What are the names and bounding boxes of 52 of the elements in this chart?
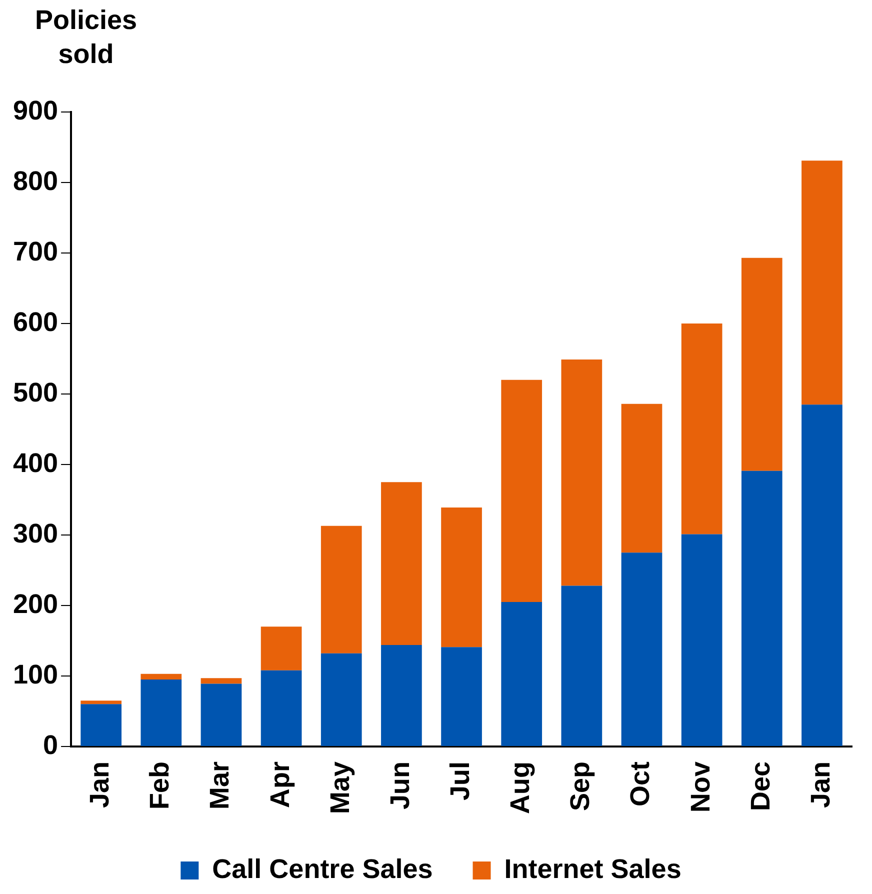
- bar: [200, 678, 242, 684]
- x-tick-label: Feb: [144, 761, 175, 810]
- bar: [441, 647, 482, 746]
- y-tick-label: 0: [43, 730, 58, 760]
- x-tick-label: Mar: [204, 760, 235, 810]
- y-axis-title: Policies sold: [34, 4, 138, 69]
- bar: [80, 700, 122, 704]
- x-tick-label: Aug: [505, 761, 536, 814]
- bar: [260, 626, 302, 670]
- y-tick-label: 200: [12, 588, 58, 619]
- y-tick-label: 800: [12, 166, 58, 196]
- bar: [80, 704, 122, 746]
- bar: [621, 404, 662, 553]
- x-tick-label: Sep: [565, 761, 596, 812]
- y-tick-label: 500: [12, 377, 58, 408]
- bar: [802, 404, 842, 746]
- x-tick-label: Jan: [805, 761, 836, 808]
- bar: [681, 323, 722, 534]
- bar: [501, 602, 542, 746]
- legend-label: Call Centre Sales: [212, 854, 433, 884]
- x-tick-label: Jun: [384, 761, 415, 810]
- x-tick-label: Jan: [84, 761, 115, 808]
- y-tick-label: 300: [12, 518, 58, 548]
- bar: [741, 258, 782, 471]
- bar: [501, 380, 542, 602]
- x-tick-label: Nov: [685, 761, 716, 812]
- bar: [621, 552, 662, 746]
- x-tick-label: Jul: [444, 761, 475, 800]
- bar: [140, 674, 182, 680]
- y-tick-label: 100: [12, 659, 58, 690]
- y-tick-label: 700: [12, 236, 58, 266]
- x-tick-label: May: [324, 761, 355, 814]
- bar: [260, 670, 302, 746]
- bar: [561, 586, 602, 746]
- x-tick-label: Apr: [264, 760, 295, 808]
- bar: [802, 160, 842, 405]
- bar: [320, 653, 362, 746]
- y-tick-label: 900: [12, 95, 58, 126]
- bar: [381, 644, 422, 746]
- bar: [681, 534, 722, 746]
- y-tick-label: 600: [12, 306, 58, 337]
- bar: [741, 470, 782, 746]
- legend-label: Internet Sales: [504, 854, 682, 884]
- bar: [381, 482, 422, 645]
- bar: [561, 359, 602, 586]
- y-tick-label: 400: [12, 448, 58, 478]
- bar: [320, 526, 362, 654]
- bar: [140, 680, 182, 746]
- x-tick-label: Oct: [625, 761, 656, 806]
- x-tick-label: Dec: [745, 761, 776, 812]
- bar: [441, 507, 482, 648]
- bar: [200, 684, 242, 746]
